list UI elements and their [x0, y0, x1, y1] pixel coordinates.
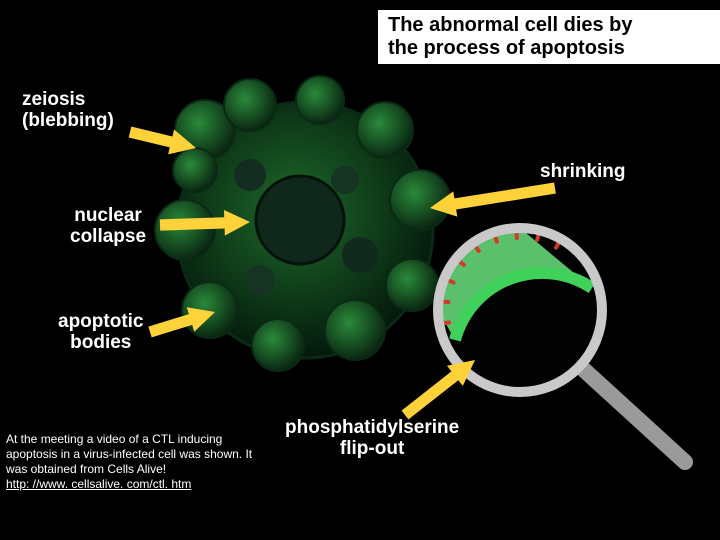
slide-title: The abnormal cell dies bythe process of … [378, 10, 720, 64]
label-zeiosis: zeiosis (blebbing) [22, 90, 114, 132]
nucleus [256, 176, 344, 264]
magnifying-glass [420, 210, 685, 462]
label-shrinking: shrinking [540, 162, 626, 183]
caption-body: At the meeting a video of a CTL inducing… [6, 432, 252, 476]
arr-ps [402, 360, 475, 419]
arr-shrinking [430, 182, 556, 216]
label-nuclear: nuclear collapse [70, 206, 146, 248]
caption-text: At the meeting a video of a CTL inducing… [6, 432, 276, 492]
label-apoptotic: apoptotic bodies [58, 312, 144, 354]
label-ps: phosphatidylserine flip-out [285, 418, 459, 460]
source-link[interactable]: http: //www. cellsalive. com/ctl. htm [6, 477, 191, 491]
stage: The abnormal cell dies bythe process of … [0, 0, 720, 540]
